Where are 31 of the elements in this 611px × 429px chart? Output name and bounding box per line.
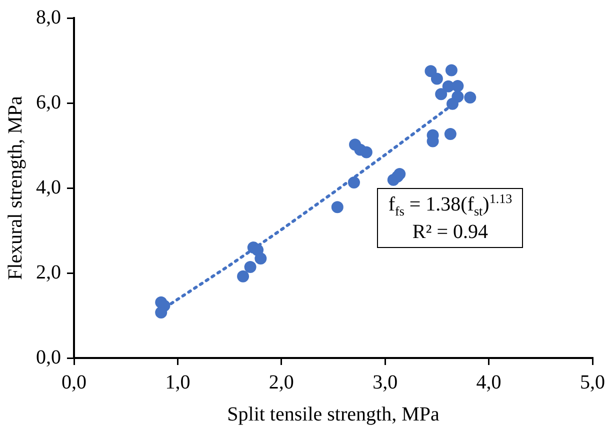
y-tick-label: 2,0 — [36, 261, 61, 284]
y-tick-label: 8,0 — [36, 6, 61, 28]
point — [360, 146, 372, 158]
point — [452, 80, 464, 92]
x-tick-label: 3,0 — [372, 371, 398, 394]
x-axis-title: Split tensile strength, MPa — [227, 403, 440, 426]
point — [444, 128, 456, 140]
point — [394, 168, 406, 180]
annotation: R² = 0.94 — [411, 220, 489, 245]
annotation: f$_{fs}$ = 1.38(f$_{st}$)$^{1.13}$ — [388, 191, 512, 220]
point — [254, 252, 267, 265]
point — [446, 98, 459, 110]
y-tick-label: 6,0 — [36, 91, 61, 114]
point — [424, 65, 437, 78]
point — [464, 91, 476, 104]
y-tick-label: 4,0 — [36, 176, 61, 198]
point — [445, 64, 458, 76]
point — [430, 72, 443, 85]
point — [435, 88, 448, 100]
x-tick-label: 5,0 — [580, 371, 605, 394]
x-tick-label: 1,0 — [165, 371, 190, 394]
x-tick-label: 2,0 — [268, 371, 294, 394]
point — [331, 201, 344, 214]
point — [237, 270, 250, 282]
x-tick-label: 0,0 — [62, 371, 86, 394]
x-tick-label: 4,0 — [476, 371, 502, 394]
point — [155, 306, 168, 319]
point — [244, 261, 256, 274]
y-axis-title: Flexural strength, MPa — [4, 96, 26, 280]
y-tick-label: 0,0 — [36, 346, 61, 368]
point — [348, 176, 360, 188]
